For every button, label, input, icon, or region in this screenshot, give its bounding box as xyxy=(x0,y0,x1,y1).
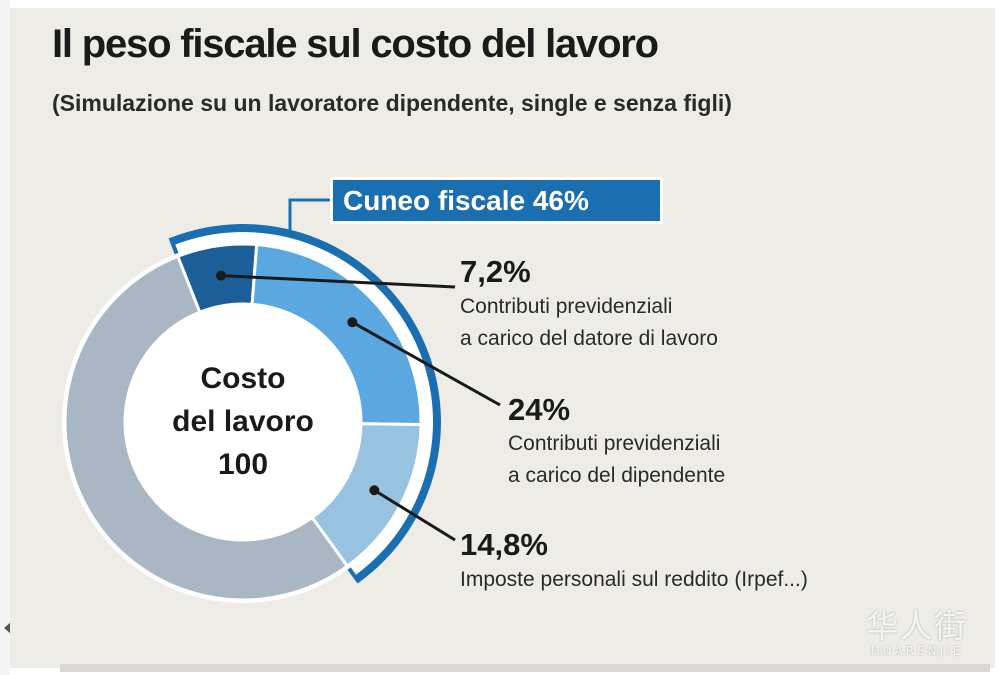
slice-desc-employer-line2: a carico del datore di lavoro xyxy=(460,327,718,350)
slice-desc-employer-line1: Contributi previdenziali xyxy=(460,295,672,318)
leader-employer-line xyxy=(220,274,456,289)
leader-employee-dot xyxy=(347,317,358,328)
slice-desc-irpef: Imposte personali sul reddito (Irpef...) xyxy=(460,568,808,591)
bottom-strip xyxy=(60,664,990,672)
watermark-logo-text: 华人街 xyxy=(865,607,968,645)
watermark-brand-text: HUARENJIE xyxy=(870,644,964,658)
cuneo-wedge-edge-bottom xyxy=(346,566,361,584)
watermark: 华人街 HUARENJIE xyxy=(852,608,982,658)
leader-irpef-line xyxy=(373,488,456,542)
cuneo-fiscale-callout: Cuneo fiscale 46% xyxy=(330,177,663,224)
left-scroll-bar xyxy=(0,0,10,675)
chart-subtitle: (Simulazione su un lavoratore dipendente… xyxy=(52,90,732,116)
slice-label-employee: 24% xyxy=(508,392,570,427)
slice-label-irpef: 14,8% xyxy=(460,527,548,562)
chart-title: Il peso fiscale sul costo del lavoro xyxy=(52,22,659,66)
center-label-line1: Costo xyxy=(201,362,286,395)
center-label-line2: del lavoro xyxy=(172,405,314,438)
leader-employee-line xyxy=(351,320,501,407)
slice-desc-employee-line2: a carico del dipendente xyxy=(508,464,725,487)
slice-desc-employee-line1: Contributi previdenziali xyxy=(508,432,720,455)
leader-employer-dot xyxy=(216,270,227,281)
cuneo-wedge-edge-top xyxy=(168,237,179,256)
slice-label-employer: 7,2% xyxy=(460,254,531,289)
center-value: 100 xyxy=(218,448,268,481)
callout-connector xyxy=(288,198,330,235)
leader-irpef-dot xyxy=(369,485,380,496)
scroll-left-arrow-icon[interactable] xyxy=(4,622,11,634)
center-circle xyxy=(125,304,361,540)
